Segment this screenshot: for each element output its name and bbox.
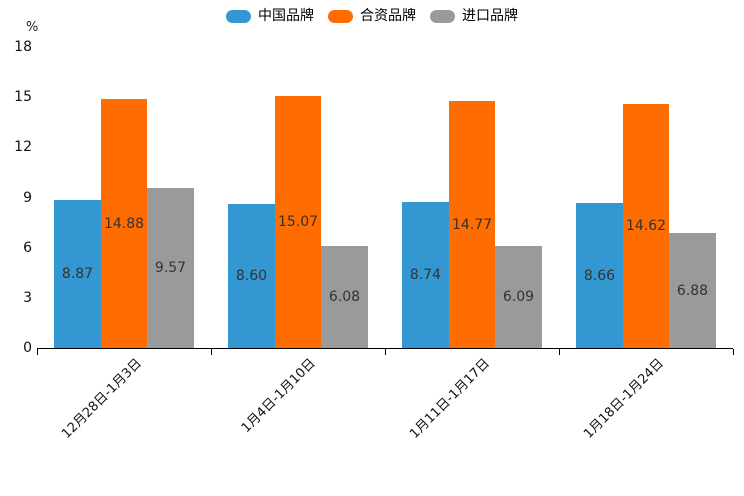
- bar-value-label: 8.60: [235, 268, 268, 284]
- y-axis-tick-label: 12: [14, 139, 32, 156]
- x-axis-tick: [559, 349, 560, 355]
- bar-value-label: 9.57: [154, 260, 187, 276]
- legend-item-label: 合资品牌: [360, 8, 416, 24]
- bar-value-label: 15.07: [277, 214, 319, 230]
- y-axis-unit-label: %: [26, 20, 39, 35]
- legend-color-marker: [430, 9, 455, 23]
- bar-series1-cat1[interactable]: [275, 96, 321, 348]
- bar-value-label: 14.62: [625, 218, 667, 234]
- x-axis-category-label: 1月18日-1月24日: [580, 356, 667, 442]
- bar-value-label: 6.08: [328, 289, 361, 305]
- x-axis-category-label: 1月11日-1月17日: [406, 356, 493, 442]
- x-axis-tick: [37, 349, 38, 355]
- bar-series2-cat3[interactable]: [669, 233, 716, 348]
- y-axis-tick-label: 18: [14, 39, 32, 55]
- bar-series0-cat0[interactable]: [54, 200, 101, 348]
- legend-item-1[interactable]: 合资品牌: [328, 8, 416, 24]
- bar-value-label: 8.87: [61, 266, 94, 282]
- x-axis-tick: [385, 349, 386, 355]
- y-axis-tick-label: 9: [23, 189, 32, 206]
- bar-series0-cat3[interactable]: [576, 203, 623, 348]
- bar-value-label: 6.88: [676, 282, 709, 299]
- x-axis-category-label: 1月4日-1月10日: [238, 356, 319, 436]
- legend-item-label: 进口品牌: [462, 8, 518, 24]
- x-axis-line: [37, 348, 733, 349]
- bar-series0-cat2[interactable]: [402, 202, 449, 348]
- chart-legend: 中国品牌 合资品牌 进口品牌: [0, 8, 744, 24]
- y-axis-tick-label: 6: [23, 239, 32, 256]
- bar-value-label: 14.77: [451, 216, 493, 233]
- bar-series0-cat1[interactable]: [228, 204, 275, 348]
- bar-series2-cat1[interactable]: [321, 246, 368, 348]
- y-axis-tick-label: 0: [23, 340, 32, 356]
- legend-color-marker: [328, 9, 353, 23]
- bar-series1-cat0[interactable]: [101, 99, 147, 348]
- y-axis-tick-label: 15: [14, 89, 32, 106]
- bar-series2-cat0[interactable]: [147, 188, 194, 348]
- y-axis-tick-label: 3: [23, 289, 32, 306]
- bar-series1-cat3[interactable]: [623, 104, 669, 348]
- bar-series2-cat2[interactable]: [495, 246, 542, 348]
- bar-value-label: 14.88: [103, 215, 145, 232]
- x-axis-category-label: 12月28日-1月3日: [58, 356, 145, 442]
- bar-value-label: 8.66: [583, 267, 616, 284]
- bar-value-label: 6.09: [502, 289, 535, 305]
- legend-item-label: 中国品牌: [258, 8, 314, 24]
- x-axis-tick: [733, 349, 734, 355]
- bar-series1-cat2[interactable]: [449, 101, 495, 348]
- bar-value-label: 8.74: [409, 267, 442, 283]
- legend-item-0[interactable]: 中国品牌: [226, 8, 314, 24]
- legend-item-2[interactable]: 进口品牌: [430, 8, 518, 24]
- x-axis-tick: [211, 349, 212, 355]
- legend-color-marker: [226, 9, 251, 23]
